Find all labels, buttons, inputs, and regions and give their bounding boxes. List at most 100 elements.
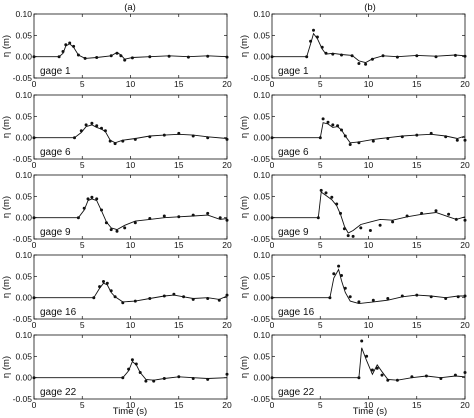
measured-data-point	[332, 272, 336, 276]
numerical-series-line	[272, 347, 466, 381]
x-tick-label: 20	[222, 400, 232, 410]
measured-data-point	[68, 41, 72, 45]
measured-data-point	[315, 35, 319, 39]
measured-data-point	[348, 295, 352, 299]
x-tick-label: 10	[126, 320, 136, 330]
measured-data-point	[76, 53, 80, 57]
y-tick-label: -0.05	[251, 154, 271, 164]
measured-data-point	[57, 55, 61, 59]
panel-a-gage-9: 0 5 10 15 20 -0.05 0.00 0.05 0.10 η (m) gage 9	[1, 170, 232, 250]
measured-data-point	[123, 58, 127, 62]
panel-b-gage-9: 0 5 10 15 20 -0.05 0.00 0.05 0.10 η (m) gage 9	[239, 170, 470, 250]
x-tick-label: 15	[174, 320, 184, 330]
measured-data-point	[115, 51, 119, 55]
y-tick-label: 0.10	[15, 9, 32, 19]
measured-data-point	[455, 138, 459, 142]
measured-data-point	[328, 296, 332, 300]
y-axis-title: η (m)	[1, 116, 12, 138]
x-tick-label: 15	[412, 240, 422, 250]
x-tick-label: 0	[270, 400, 275, 410]
measured-data-point	[172, 292, 176, 296]
measured-data-point	[121, 139, 125, 143]
measured-data-point	[429, 295, 433, 299]
y-tick-label: 0.00	[15, 373, 32, 383]
x-tick-label: 5	[318, 160, 323, 170]
measured-data-point	[119, 54, 123, 58]
gage-label: gage 22	[278, 387, 315, 398]
measured-data-point	[83, 56, 87, 60]
measured-data-point	[130, 56, 134, 60]
y-tick-label: 0.10	[253, 170, 270, 180]
measured-data-point	[104, 221, 108, 225]
measured-data-point	[371, 139, 375, 143]
measured-data-point	[380, 373, 384, 377]
measured-data-point	[453, 373, 457, 377]
measured-data-point	[82, 206, 86, 210]
measured-data-point	[434, 55, 438, 59]
y-tick-label: -0.05	[13, 394, 33, 404]
y-tick-label: 0.00	[15, 213, 32, 223]
numerical-series-line	[272, 122, 466, 144]
measured-data-point	[182, 295, 186, 299]
measured-data-point	[337, 264, 341, 268]
measured-data-point	[364, 62, 368, 66]
panel-a-gage-22: 0 5 10 15 20 -0.05 0.00 0.05 0.10 η (m) gage 22	[1, 330, 232, 410]
gage-label: gage 1	[278, 66, 309, 77]
measured-data-point	[391, 220, 395, 224]
measured-data-point	[98, 285, 102, 289]
measured-data-point	[343, 134, 347, 138]
numerical-series-line	[272, 32, 466, 64]
measured-data-point	[386, 137, 390, 140]
measured-data-point	[326, 120, 330, 124]
measured-data-point	[115, 229, 119, 233]
measured-data-point	[123, 226, 127, 230]
x-tick-label: 5	[80, 160, 85, 170]
x-axis-title-right: Time (s)	[353, 406, 387, 417]
measured-data-point	[84, 123, 88, 127]
y-tick-label: 0.00	[253, 52, 270, 62]
measured-data-point	[152, 379, 156, 383]
measured-data-point	[148, 55, 152, 59]
measured-data-point	[100, 208, 103, 212]
y-tick-label: 0.00	[253, 293, 270, 303]
measured-data-point	[400, 135, 404, 139]
x-tick-label: 15	[412, 400, 422, 410]
y-axis-title: η (m)	[239, 276, 250, 298]
measured-data-point	[395, 378, 399, 382]
measured-data-point	[339, 211, 342, 215]
measured-data-point	[351, 234, 355, 238]
y-tick-label: 0.05	[253, 111, 270, 121]
measured-data-point	[102, 280, 105, 283]
measured-data-point	[92, 296, 96, 300]
numerical-series-line	[34, 282, 228, 303]
measured-data-point	[309, 39, 313, 43]
measured-data-point	[321, 117, 325, 121]
measured-data-point	[217, 298, 221, 302]
measured-data-point	[95, 197, 99, 201]
y-axis-title: η (m)	[1, 276, 12, 298]
x-tick-label: 10	[126, 400, 136, 410]
y-tick-label: 0.10	[253, 9, 270, 19]
y-tick-label: -0.05	[251, 314, 271, 324]
measured-data-point	[405, 214, 409, 218]
x-tick-label: 0	[32, 79, 37, 89]
measured-data-point	[113, 142, 117, 146]
measured-data-point	[162, 294, 166, 298]
x-axis-title-left: Time (s)	[113, 406, 147, 417]
measured-data-point	[316, 216, 320, 220]
panel-b-gage-1: 0 5 10 15 20 -0.05 0.00 0.05 0.10 η (m) gage 1	[239, 9, 470, 89]
measured-data-point	[121, 376, 125, 380]
measured-data-point	[191, 297, 195, 301]
x-tick-label: 10	[364, 400, 374, 410]
measured-data-point	[368, 229, 372, 232]
measured-data-point	[177, 215, 181, 219]
x-tick-label: 0	[270, 240, 275, 250]
measured-data-point	[348, 143, 352, 146]
x-tick-label: 15	[174, 400, 184, 410]
x-tick-label: 20	[222, 240, 232, 250]
y-tick-label: 0.10	[15, 90, 32, 100]
y-axis-title: η (m)	[239, 116, 250, 138]
measured-data-point	[109, 228, 113, 232]
y-tick-label: -0.05	[13, 314, 33, 324]
y-axis-title: η (m)	[239, 356, 250, 378]
